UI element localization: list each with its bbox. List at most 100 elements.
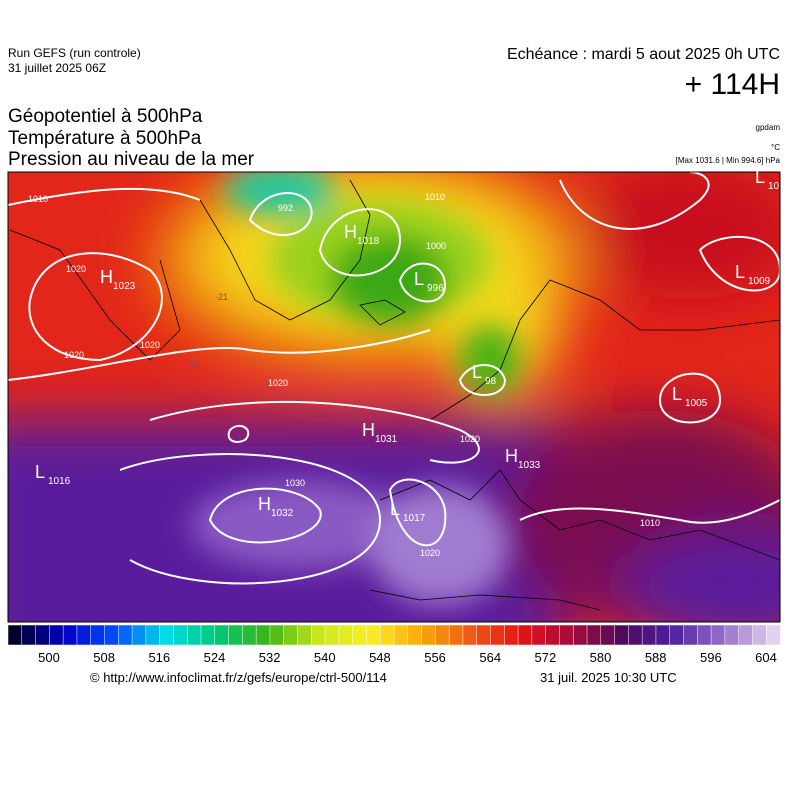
colorbar-swatch <box>242 624 257 646</box>
contour-label: -20 <box>185 360 198 370</box>
center-value: 1009 <box>748 276 771 287</box>
center-value: 1023 <box>113 281 136 292</box>
center-value: 1005 <box>685 398 708 409</box>
colorbar-swatch <box>214 624 230 646</box>
colorbar-swatch <box>504 624 519 646</box>
title: Pression au niveau de la mer <box>8 149 255 170</box>
colorbar-swatch <box>173 624 188 646</box>
colorbar-swatch <box>49 624 64 646</box>
colorbar-swatch <box>559 624 574 646</box>
colorbar-swatch <box>366 624 381 646</box>
colorbar-swatch <box>228 624 244 646</box>
map-frame <box>7 171 781 623</box>
colorbar-swatch <box>200 624 216 646</box>
colorbar-swatch <box>76 624 92 646</box>
colorbar-swatch <box>35 624 51 646</box>
colorbar-swatch <box>710 624 726 646</box>
colorbar-swatch <box>118 624 133 646</box>
colorbar-swatch <box>752 624 767 646</box>
colorbar-swatch <box>669 624 685 646</box>
colorbar-swatch <box>159 624 175 646</box>
colorbar-swatch <box>490 624 506 646</box>
center-value: 1018 <box>357 236 380 247</box>
field-shading <box>8 172 780 622</box>
valid-time: Echéance : mardi 5 aout 2025 0h UTC <box>506 46 780 63</box>
colorbar-swatch <box>145 624 161 646</box>
unit: gpdam <box>755 123 780 132</box>
colorbar-swatch <box>379 624 395 646</box>
isobars <box>8 172 780 585</box>
colorbar-swatch <box>338 624 354 646</box>
colorbar-swatch <box>697 624 712 646</box>
center-value: 1031 <box>375 434 398 445</box>
center-letter: L <box>472 362 482 382</box>
contour-label: 992 <box>278 203 293 213</box>
colorbar-tick-label: 580 <box>590 650 612 665</box>
colorbar-tick-label: 588 <box>645 650 667 665</box>
colorbar-swatch <box>62 624 78 646</box>
colorbar-swatch <box>90 624 106 646</box>
colorbar-swatch <box>738 624 754 646</box>
colorbar-swatch <box>283 624 299 646</box>
title: Géopotentiel à 500hPa <box>8 106 203 127</box>
colorbar-swatch <box>614 624 630 646</box>
colorbar-swatch <box>572 624 588 646</box>
center-value: 1016 <box>48 476 71 487</box>
coastlines <box>9 179 780 611</box>
colorbar-swatch <box>435 624 450 646</box>
colorbar-swatch <box>407 624 423 646</box>
colorbar-tick-label: 532 <box>259 650 281 665</box>
center-value: 98 <box>485 376 497 387</box>
center-letter: L <box>35 462 45 482</box>
center-letter: H <box>362 420 375 440</box>
colorbar-swatch <box>655 624 671 646</box>
colorbar-swatch <box>269 624 285 646</box>
contour-label: 1020 <box>66 264 86 274</box>
colorbar-tick-label: 572 <box>535 650 557 665</box>
contour-label: 1020 <box>268 378 288 388</box>
colorbar-swatch <box>765 624 781 646</box>
colorbar-tick-label: 508 <box>93 650 115 665</box>
contour-label: 1010 <box>425 192 445 202</box>
colorbar-swatch <box>641 624 657 646</box>
center-letter: H <box>505 446 518 466</box>
colorbar <box>7 624 781 646</box>
contour-label: 1020 <box>420 548 440 558</box>
center-letter: L <box>414 269 424 289</box>
contour-label: 1000 <box>426 241 446 251</box>
run-date: 31 juillet 2025 06Z <box>8 61 107 75</box>
colorbar-swatch <box>462 624 478 646</box>
colorbar-swatch <box>724 624 740 646</box>
colorbar-swatch <box>7 624 23 646</box>
colorbar-tick-label: 524 <box>204 650 226 665</box>
center-letter: L <box>755 167 765 187</box>
center-letter: L <box>672 384 682 404</box>
center-letter: H <box>258 494 271 514</box>
colorbar-swatch <box>628 624 643 646</box>
colorbar-swatch <box>21 624 37 646</box>
colorbar-swatch <box>545 624 561 646</box>
unit: °C <box>771 143 780 152</box>
center-value: 1032 <box>271 508 294 519</box>
colorbar-tick-label: 516 <box>148 650 170 665</box>
colorbar-swatch <box>600 624 616 646</box>
contour-label: 1020 <box>64 350 84 360</box>
colorbar-swatch <box>297 624 313 646</box>
center-letter: L <box>390 499 400 519</box>
center-value: 996 <box>427 283 444 294</box>
center-letter: H <box>100 267 113 287</box>
colorbar-swatch <box>104 624 120 646</box>
source: © http://www.infoclimat.fr/z/gefs/europe… <box>90 670 387 685</box>
colorbar-tick-label: 540 <box>314 650 336 665</box>
contour-label: -21 <box>215 292 228 302</box>
colorbar-swatch <box>448 624 464 646</box>
lead-time: + 114H <box>684 68 780 101</box>
colorbar-swatch <box>311 624 326 646</box>
colorbar-swatch <box>131 624 147 646</box>
contour-label: 1020 <box>460 434 480 444</box>
colorbar-tick-label: 564 <box>479 650 501 665</box>
colorbar-swatch <box>393 624 409 646</box>
colorbar-tick-label: 604 <box>755 650 777 665</box>
